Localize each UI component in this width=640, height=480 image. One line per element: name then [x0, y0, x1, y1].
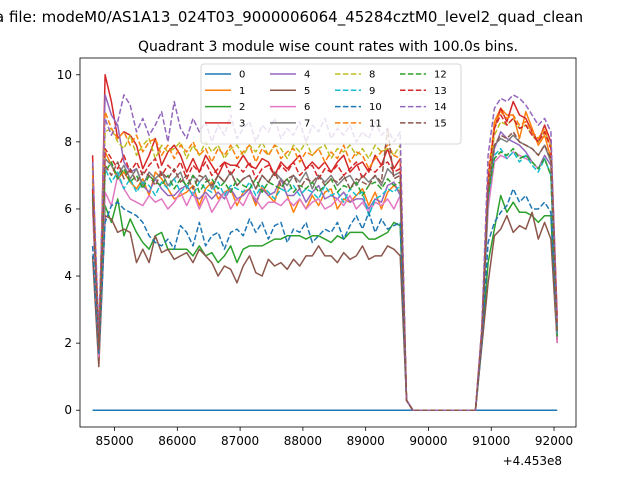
legend-label-1: 1 — [239, 86, 245, 97]
y-axis: 0 2 4 6 8 10 — [57, 68, 80, 417]
legend-label-13: 13 — [434, 86, 447, 97]
chart-title: Quadrant 3 module wise count rates with … — [138, 39, 518, 55]
x-axis: 85000 86000 87000 88000 89000 90000 91000 92000 — [95, 427, 573, 448]
x-tick-label: 88000 — [284, 434, 322, 448]
legend-label-15: 15 — [434, 118, 447, 129]
series-lines — [91, 74, 558, 411]
legend-label-3: 3 — [239, 118, 245, 129]
x-tick-label: 85000 — [95, 434, 133, 448]
x-tick-label: 86000 — [158, 434, 196, 448]
x-offset-label: +4.453e8 — [503, 454, 562, 468]
legend-label-10: 10 — [369, 102, 382, 113]
legend-label-5: 5 — [304, 86, 310, 97]
plot-area — [79, 57, 577, 428]
series-line-13 — [91, 114, 558, 411]
x-tick-label: 92000 — [535, 434, 573, 448]
legend-label-0: 0 — [239, 70, 245, 81]
y-tick-label: 8 — [64, 135, 72, 149]
x-tick-label: 91000 — [472, 434, 510, 448]
y-tick-label: 0 — [64, 403, 72, 417]
legend-label-8: 8 — [369, 70, 375, 81]
x-tick-label: 87000 — [221, 434, 259, 448]
x-tick-label: 89000 — [347, 434, 385, 448]
y-tick-label: 10 — [57, 68, 72, 82]
series-line-15 — [91, 127, 558, 411]
legend-label-2: 2 — [239, 102, 245, 113]
series-line-11 — [91, 110, 558, 411]
axes-frame — [79, 57, 577, 428]
y-tick-label: 4 — [64, 269, 72, 283]
x-tick-label: 90000 — [409, 434, 447, 448]
legend-label-12: 12 — [434, 70, 447, 81]
legend-label-9: 9 — [369, 86, 375, 97]
figure-suptitle: a file: modeM0/AS1A13_024T03_9000006064_… — [0, 8, 583, 27]
legend-label-4: 4 — [304, 70, 310, 81]
legend-label-11: 11 — [369, 118, 382, 129]
y-tick-label: 6 — [64, 202, 72, 216]
legend-box — [200, 63, 462, 145]
legend-label-6: 6 — [304, 102, 310, 113]
y-tick-label: 2 — [64, 336, 72, 350]
legend-label-14: 14 — [434, 102, 447, 113]
legend-label-7: 7 — [304, 118, 310, 129]
